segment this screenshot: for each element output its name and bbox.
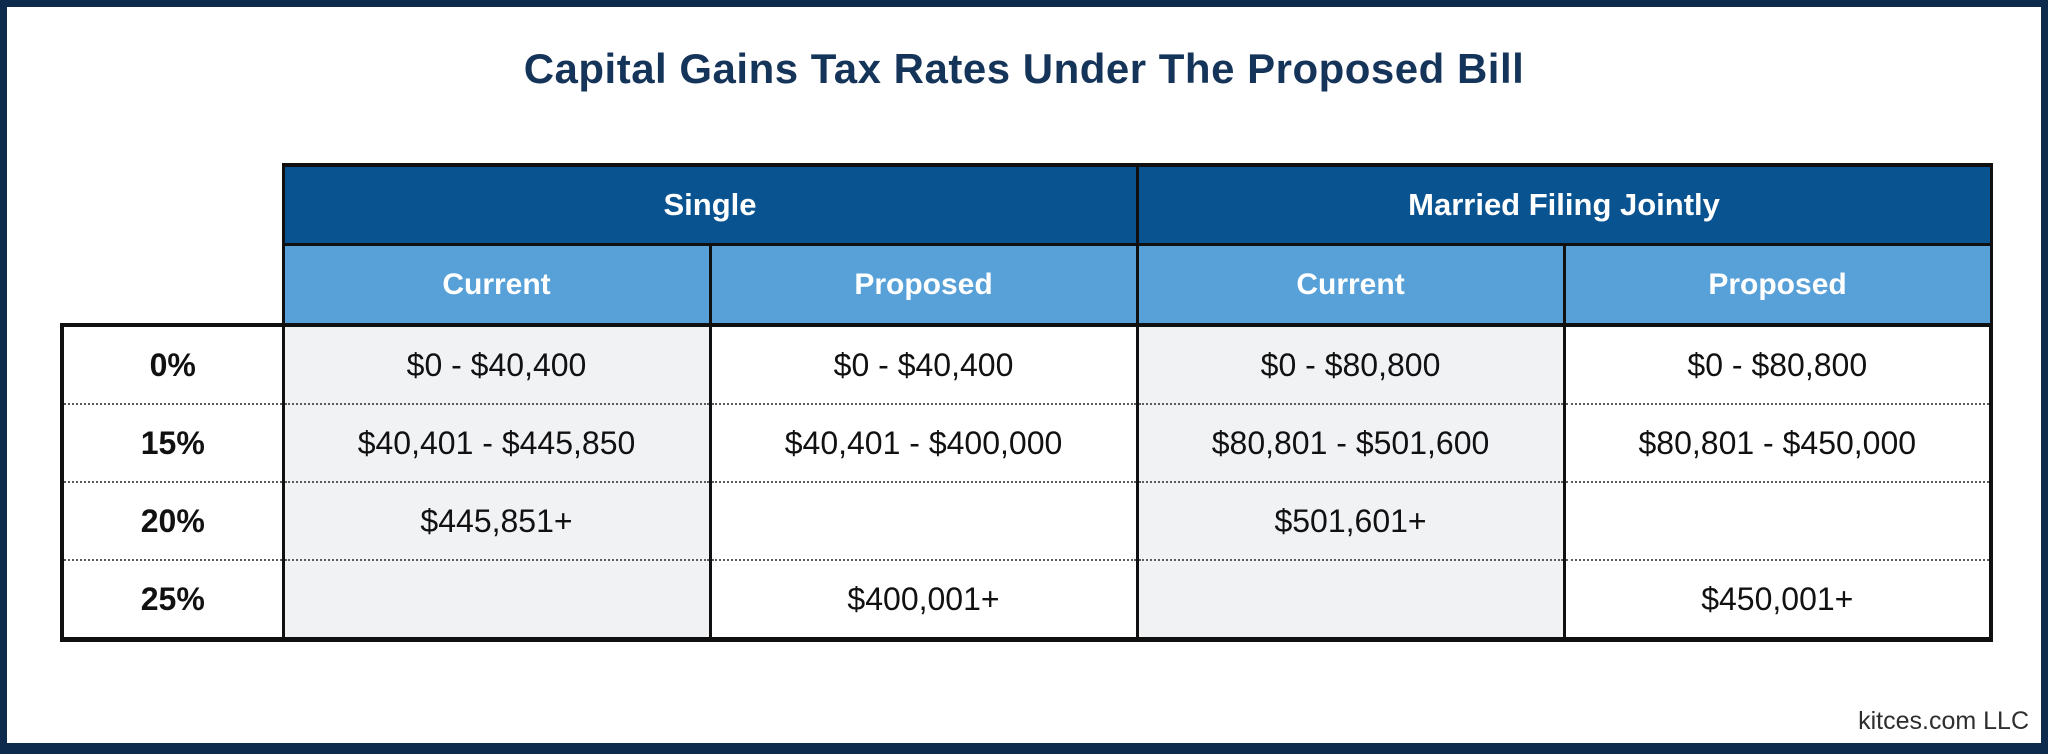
sub-header-mfj-current: Current: [1135, 243, 1566, 327]
table-cell: $445,851+: [281, 481, 712, 560]
rate-label: 20%: [60, 481, 285, 560]
table-row-25-percent: 25% $400,001+ $450,001+: [60, 559, 1994, 642]
group-header-single: Single: [281, 163, 1139, 246]
table-row-15-percent: 15% $40,401 - $445,850 $40,401 - $400,00…: [60, 403, 1994, 482]
header-spacer: [62, 245, 283, 326]
tax-rates-table: Single Married Filing Jointly Current Pr…: [60, 163, 1994, 642]
table-cell: $40,401 - $400,000: [708, 403, 1139, 482]
table-cell: $400,001+: [708, 559, 1139, 642]
table-cell: [1135, 559, 1566, 642]
sub-header-row: Current Proposed Current Proposed: [62, 243, 1993, 327]
page-title: Capital Gains Tax Rates Under The Propos…: [523, 45, 1525, 92]
group-header-row: Single Married Filing Jointly: [62, 163, 1993, 246]
table-cell: $450,001+: [1562, 559, 1994, 642]
table-cell: [708, 481, 1139, 560]
table-cell: $0 - $80,800: [1562, 323, 1994, 404]
table-cell: $0 - $40,400: [281, 323, 712, 404]
sub-header-mfj-proposed: Proposed: [1562, 243, 1993, 327]
header-spacer: [62, 165, 283, 245]
rate-label: 0%: [60, 323, 285, 404]
sub-header-single-current: Current: [281, 243, 712, 327]
table-cell: $0 - $80,800: [1135, 323, 1566, 404]
table-cell: $80,801 - $450,000: [1562, 403, 1994, 482]
table-cell: [281, 559, 712, 642]
table-cell: $0 - $40,400: [708, 323, 1139, 404]
sub-header-single-proposed: Proposed: [708, 243, 1139, 327]
tax-table-container: Single Married Filing Jointly Current Pr…: [60, 163, 1994, 642]
table-row-20-percent: 20% $445,851+ $501,601+: [60, 481, 1994, 560]
source-credit: kitces.com LLC: [1858, 707, 2029, 735]
group-header-married-filing-jointly: Married Filing Jointly: [1135, 163, 1993, 246]
table-cell: [1562, 481, 1994, 560]
table-cell: $80,801 - $501,600: [1135, 403, 1566, 482]
rate-label: 25%: [60, 559, 285, 642]
table-row-0-percent: 0% $0 - $40,400 $0 - $40,400 $0 - $80,80…: [60, 323, 1994, 404]
rate-label: 15%: [60, 403, 285, 482]
table-cell: $501,601+: [1135, 481, 1566, 560]
table-cell: $40,401 - $445,850: [281, 403, 712, 482]
